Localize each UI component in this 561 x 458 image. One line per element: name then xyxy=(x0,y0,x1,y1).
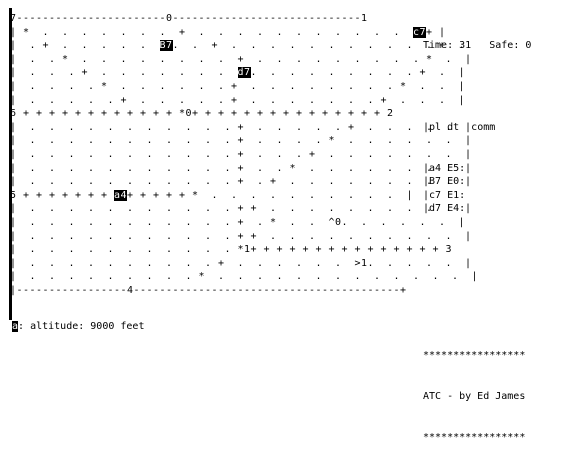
time-safe-line: Time: 31 Safe: 0 xyxy=(423,39,531,53)
radar-grid-text: | . . . . . . . . . . . + . . . + . . . … xyxy=(10,148,472,160)
radar-grid-text: | . . . . . . . . . . . + . . . . * . . … xyxy=(10,135,472,147)
radar-grid-text: | . . . . . . . . . . . *1+ + + + + + + … xyxy=(10,244,453,256)
radar-row: | . . . . . . . . . . . + . + . . . . . … xyxy=(10,175,478,189)
plane-list-item: |c7 E1: xyxy=(423,189,466,201)
radar-grid-text: | . . * . . . . . . . . + . . . . . . . … xyxy=(10,53,472,65)
radar-row: | * . . . . . . . + . . . . . . . . . . … xyxy=(10,26,478,40)
radar-row: | . . * . . . . . . . . + . . . . . . . … xyxy=(10,53,478,67)
radar-grid-text: 7-----------------------0---------------… xyxy=(10,13,368,24)
radar-grid-text: |-----------------4---------------------… xyxy=(10,284,407,296)
radar-row: | . . . . . . . . . . . + . . . . . + . … xyxy=(10,121,478,135)
radar-grid-text: | . . . . . . . . . . . + + . . . . . . … xyxy=(10,203,472,215)
radar-row: | . . . . * . . . . . . + . . . . . . . … xyxy=(10,80,478,94)
radar-grid-text: . . + . . . . . . . . . . . + . xyxy=(172,40,466,52)
radar-grid-text: | . + . . . . . xyxy=(10,40,160,52)
radar-row: | . . . . . . . . . . . + . . . + . . . … xyxy=(10,148,478,162)
safe-counter: Safe: 0 xyxy=(489,40,532,52)
info-panel: Time: 31 Safe: 0 |pl dt comm |a4 E5: |B7 … xyxy=(423,12,531,230)
radar-row: | . . . . . . . . . . . *1+ + + + + + + … xyxy=(10,243,478,257)
terminal-left-edge xyxy=(9,8,12,320)
radar-row: | . . . . . . . . . . . + + . . . . . . … xyxy=(10,202,478,216)
radar-grid-text: . . . . . . . . . + . | xyxy=(250,67,466,79)
radar-grid-text: | * . . . . . . . + . . . . . . . . . . … xyxy=(10,26,414,38)
radar-grid-text: | . . . + . . . . . . . xyxy=(10,67,238,79)
radar-row: | . + . . . . . B7. . + . . . . . . . . … xyxy=(10,39,478,53)
plane-list-item: |d7 E4: xyxy=(423,203,466,215)
selected-plane-marker: a xyxy=(12,321,19,332)
aircraft-marker: c7 xyxy=(413,26,427,38)
radar-grid-text: 6 + + + + + + + + + + + + *0+ + + + + + … xyxy=(10,108,394,120)
radar-grid-text: | . . . . . . . . . . . + + . . . . . . … xyxy=(10,230,472,242)
radar-grid-text: + + + + + * . . . . . . . . . . | xyxy=(127,189,414,201)
aircraft-marker: B7 xyxy=(159,40,173,52)
radar-screen: 7-----------------------0---------------… xyxy=(10,12,478,297)
radar-grid-text: | . . . . * . . . . . . + . . . . . . . … xyxy=(10,80,466,92)
time-counter: Time: 31 xyxy=(423,40,472,52)
radar-grid-text: | . . . . . + . . . . . + . . . . . . . … xyxy=(10,94,466,106)
radar-row: | . . . . . . . . . . . + . . . . * . . … xyxy=(10,134,478,148)
radar-row: 5 + + + + + + + a4+ + + + + * . . . . . … xyxy=(10,189,478,203)
plane-list-item: |B7 E0: xyxy=(423,176,466,188)
radar-grid-text: | . . . . . . . . . . . + . + . . . . . … xyxy=(10,176,472,188)
status-line: a: altitude: 9000 feet xyxy=(12,320,144,334)
radar-grid-text: | . . . . . . . . . * . . . . . . . . . … xyxy=(10,271,479,283)
radar-row: |-----------------4---------------------… xyxy=(10,284,478,298)
plane-list: |a4 E5: |B7 E0: |c7 E1: |d7 E4: xyxy=(423,162,531,216)
radar-row: | . . . . . . . . . . . + . * . . ^0. . … xyxy=(10,216,478,230)
radar-grid-text: | . . . . . . . . . . . + . . . . . + . … xyxy=(10,121,472,133)
radar-grid-text: | . . . . . . . . . . . + . * . . ^0. . … xyxy=(10,216,466,228)
credits-box: ***************** ATC - by Ed James ****… xyxy=(423,322,525,458)
radar-row: | . . . + . . . . . . . d7. . . . . . . … xyxy=(10,66,478,80)
radar-grid-text: | . . . . . . . . . . . + . . * . . . . … xyxy=(10,162,472,174)
plane-list-header: |pl dt comm xyxy=(423,121,496,133)
radar-grid-text: + | xyxy=(426,26,446,38)
radar-row: | . . . . . . . . . . . + + . . . . . . … xyxy=(10,230,478,244)
radar-row: | . . . . . . . . . . + . . . . . . >1. … xyxy=(10,257,478,271)
radar-row: | . . . . . + . . . . . + . . . . . . . … xyxy=(10,94,478,108)
radar-grid-text: 5 + + + + + + + xyxy=(10,189,115,201)
radar-row: | . . . . . . . . . . . + . . * . . . . … xyxy=(10,162,478,176)
radar-row: 6 + + + + + + + + + + + + *0+ + + + + + … xyxy=(10,107,478,121)
plane-list-item: |a4 E5: xyxy=(423,162,466,174)
radar-row: | . . . . . . . . . * . . . . . . . . . … xyxy=(10,270,478,284)
aircraft-marker: a4 xyxy=(114,189,128,201)
radar-grid-text: | . . . . . . . . . . + . . . . . . >1. … xyxy=(10,257,472,269)
credits-border-top: ***************** xyxy=(423,350,526,362)
credits-title: ATC - by Ed James xyxy=(423,390,526,402)
status-message: : altitude: 9000 feet xyxy=(18,321,145,332)
aircraft-marker: d7 xyxy=(237,67,251,79)
credits-border-bottom: ***************** xyxy=(423,431,526,443)
radar-row: 7-----------------------0---------------… xyxy=(10,12,478,26)
